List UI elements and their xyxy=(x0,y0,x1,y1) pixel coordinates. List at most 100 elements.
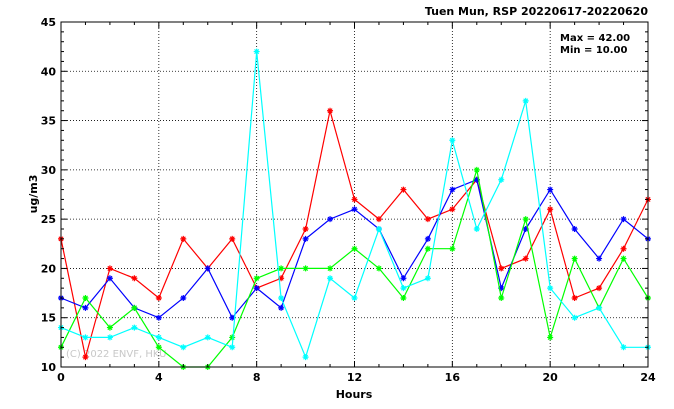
data-point xyxy=(327,216,334,223)
data-point xyxy=(106,334,113,341)
data-point xyxy=(253,285,260,292)
data-point xyxy=(131,324,138,331)
data-point xyxy=(498,265,505,272)
data-point xyxy=(522,255,529,262)
data-point xyxy=(375,265,382,272)
data-point xyxy=(155,314,162,321)
y-tick-label: 45 xyxy=(41,16,56,29)
series-line xyxy=(60,110,649,358)
data-point xyxy=(204,334,211,341)
data-point xyxy=(522,216,529,223)
watermark: (C) 2022 ENVF, HKU xyxy=(66,349,166,360)
data-point xyxy=(351,295,358,301)
data-point xyxy=(278,265,285,272)
data-point xyxy=(596,304,603,311)
data-point xyxy=(327,275,334,282)
data-point xyxy=(302,265,309,272)
data-point xyxy=(473,166,480,173)
data-point xyxy=(278,275,285,282)
data-point xyxy=(131,304,138,311)
stats-box: Max = 42.00 Min = 10.00 xyxy=(560,33,630,56)
data-point xyxy=(180,295,187,301)
y-tick-label: 40 xyxy=(41,65,57,78)
data-point xyxy=(82,304,89,311)
x-tick-label: 12 xyxy=(347,371,362,384)
data-point xyxy=(400,186,407,193)
data-point xyxy=(155,334,162,341)
data-point xyxy=(131,275,138,282)
data-point xyxy=(424,275,431,282)
data-point xyxy=(547,285,554,292)
data-point xyxy=(229,235,236,242)
data-point xyxy=(424,235,431,242)
data-point xyxy=(571,255,578,262)
data-point xyxy=(155,295,162,301)
axis-ticks: 0 4 8 12 16 20 24 10 15 20 25 30 35 40 45 xyxy=(41,16,656,384)
data-point xyxy=(522,97,529,104)
data-point xyxy=(155,344,162,351)
data-point xyxy=(571,226,578,232)
y-tick-label: 25 xyxy=(41,213,56,226)
data-point xyxy=(547,206,554,213)
data-point xyxy=(596,285,603,292)
data-point xyxy=(571,295,578,301)
y-tick-label: 35 xyxy=(41,115,56,128)
data-point xyxy=(229,334,236,341)
data-point xyxy=(449,206,456,213)
data-point xyxy=(351,196,358,203)
data-point xyxy=(498,176,505,183)
data-point xyxy=(253,275,260,282)
data-point xyxy=(424,245,431,252)
x-tick-label: 16 xyxy=(445,371,461,384)
data-point xyxy=(547,186,554,193)
data-point xyxy=(547,334,554,341)
data-point xyxy=(302,226,309,232)
data-point xyxy=(620,216,627,223)
x-axis-label: Hours xyxy=(336,388,373,401)
data-point xyxy=(596,255,603,262)
y-tick-label: 15 xyxy=(41,312,56,325)
y-tick-label: 10 xyxy=(41,361,57,374)
data-point xyxy=(424,216,431,223)
data-point xyxy=(498,285,505,292)
data-point xyxy=(180,235,187,242)
data-point xyxy=(229,314,236,321)
y-tick-label: 30 xyxy=(41,164,57,177)
data-point xyxy=(82,354,89,361)
data-point xyxy=(82,334,89,341)
data-point xyxy=(400,285,407,292)
data-point xyxy=(180,344,187,351)
y-axis-label: ug/m3 xyxy=(27,175,40,214)
data-point xyxy=(278,295,285,301)
data-point xyxy=(302,235,309,242)
data-point xyxy=(204,265,211,272)
data-point xyxy=(449,137,456,144)
data-point xyxy=(375,216,382,223)
data-point xyxy=(253,48,260,55)
stats-min: Min = 10.00 xyxy=(560,45,628,56)
data-point xyxy=(327,107,334,114)
data-point xyxy=(449,186,456,193)
data-point xyxy=(82,295,89,301)
data-point xyxy=(400,295,407,301)
data-point xyxy=(620,245,627,252)
data-point xyxy=(229,344,236,351)
stats-max: Max = 42.00 xyxy=(560,33,630,44)
chart-title: Tuen Mun, RSP 20220617-20220620 xyxy=(425,5,649,18)
data-point xyxy=(522,226,529,232)
x-tick-label: 24 xyxy=(640,371,656,384)
data-series xyxy=(58,48,651,370)
data-point xyxy=(302,354,309,361)
data-point xyxy=(498,295,505,301)
data-point xyxy=(351,206,358,213)
data-point xyxy=(473,226,480,232)
data-point xyxy=(106,265,113,272)
data-point xyxy=(473,176,480,183)
x-tick-label: 20 xyxy=(543,371,559,384)
data-point xyxy=(620,255,627,262)
data-point xyxy=(571,314,578,321)
x-tick-label: 4 xyxy=(155,371,163,384)
data-point xyxy=(106,324,113,331)
x-tick-label: 0 xyxy=(57,371,65,384)
